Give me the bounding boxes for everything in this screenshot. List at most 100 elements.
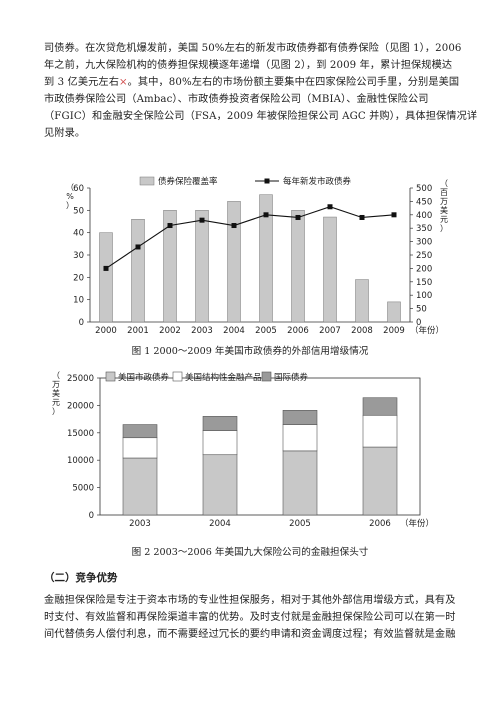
y-axis-label: （ bbox=[52, 371, 60, 380]
right-axis-label: 美 bbox=[440, 205, 448, 215]
x-tick-label: 2001 bbox=[127, 326, 149, 336]
y-tick-label: 5000 bbox=[72, 484, 94, 494]
legend-swatch-coverage bbox=[139, 176, 155, 186]
footnote-mark[interactable]: × bbox=[118, 77, 128, 88]
y-tick-label: 20000 bbox=[67, 401, 94, 411]
left-tick-label: 10 bbox=[73, 296, 84, 306]
right-tick-label: 300 bbox=[416, 238, 432, 248]
x-tick-label: 2007 bbox=[319, 326, 341, 336]
x-tick-label: 2004 bbox=[209, 519, 231, 529]
right-tick-label: 500 bbox=[416, 184, 432, 194]
stacked-bar-segment bbox=[362, 397, 398, 416]
left-axis-label: ） bbox=[66, 201, 74, 210]
x-tick-label: 2002 bbox=[159, 326, 181, 336]
bottom-paragraph-line: 时支付、有效监督和再保险渠道丰富的优势。及时支付就是金融担保保险公司可以在第一时 bbox=[44, 612, 456, 623]
right-axis-label: 百 bbox=[440, 188, 448, 197]
x-tick-label: 2003 bbox=[129, 519, 151, 529]
coverage-bar bbox=[323, 216, 337, 323]
stacked-bar-segment bbox=[122, 437, 158, 459]
legend-swatch bbox=[172, 371, 183, 382]
x-tick-label: 2005 bbox=[289, 519, 311, 529]
new-issuance-point bbox=[167, 223, 173, 229]
y-tick-label: 25000 bbox=[67, 374, 94, 384]
right-axis-label: 万 bbox=[440, 197, 448, 206]
stacked-bar-segment bbox=[282, 410, 318, 425]
stacked-bar-segment bbox=[122, 457, 158, 516]
legend-swatch bbox=[105, 371, 116, 382]
new-issuance-point bbox=[263, 212, 269, 218]
top-paragraph-line: 司债券。在次贷危机爆发前，美国 50%左右的新发市政债券都有债券保险（见图 1）… bbox=[44, 43, 462, 54]
coverage-bar bbox=[195, 210, 209, 323]
right-axis-label: ） bbox=[440, 224, 448, 233]
x-tick-label: 2009 bbox=[383, 326, 405, 336]
left-axis-label: （ bbox=[66, 183, 74, 192]
x-tick-label: 2004 bbox=[223, 326, 245, 336]
section-heading: （二）竞争优势 bbox=[44, 572, 118, 584]
bottom-paragraph-line: 间代替债务人偿付利息，而不需要经过冗长的要约申请和资金调度过程；有效监督就是金融 bbox=[44, 629, 456, 640]
x-tick-label: 2008 bbox=[351, 326, 373, 336]
plot-frame bbox=[99, 377, 421, 516]
right-axis-label: （ bbox=[440, 179, 448, 188]
y-tick-label: 10000 bbox=[67, 456, 94, 466]
left-tick-label: 40 bbox=[73, 229, 84, 239]
coverage-bar bbox=[131, 219, 145, 323]
x-axis-label: （年份） bbox=[410, 325, 444, 336]
stacked-bar-segment bbox=[202, 454, 238, 516]
bottom-paragraph: 金融担保保险是专注于资本市场的专业性担保服务，相对于其他外部信用增级方式，具有及… bbox=[44, 592, 462, 643]
left-tick-label: 30 bbox=[73, 251, 84, 261]
legend-label-coverage: 债券保险覆盖率 bbox=[158, 176, 218, 187]
new-issuance-point bbox=[295, 214, 301, 220]
figure1-caption: 图 1 2000～2009 年美国市政债券的外部信用增级情况 bbox=[131, 346, 369, 357]
x-tick-label: 2005 bbox=[255, 326, 277, 336]
legend-label-issuance: 每年新发市政债券 bbox=[283, 176, 352, 187]
new-issuance-point bbox=[359, 214, 365, 220]
right-tick-label: 400 bbox=[416, 211, 432, 221]
stacked-bar-segment bbox=[282, 424, 318, 452]
right-tick-label: 200 bbox=[416, 264, 432, 274]
stacked-bar-segment bbox=[282, 450, 318, 516]
coverage-bar bbox=[291, 210, 305, 323]
legend-label: 美国结构性金融产品 bbox=[185, 372, 262, 383]
top-paragraph-line: 年之前，九大保险机构的债券担保规模逐年递增（见图 2），到 2009 年，累计担… bbox=[44, 60, 453, 71]
x-tick-label: 2006 bbox=[287, 326, 309, 336]
right-tick-label: 350 bbox=[416, 224, 432, 234]
top-paragraph-line: 见附录。 bbox=[44, 128, 86, 139]
new-issuance-point bbox=[231, 223, 237, 229]
coverage-bar bbox=[163, 210, 177, 323]
right-axis-label: 元 bbox=[440, 215, 448, 224]
left-tick-label: 50 bbox=[73, 206, 84, 216]
right-tick-label: 50 bbox=[416, 305, 427, 315]
new-issuance-point bbox=[103, 265, 109, 271]
legend-swatch bbox=[261, 371, 272, 382]
top-paragraph-text: 。其中，80%左右的市场份额主要集中在四家保险公司手里，分别是美国 bbox=[127, 77, 460, 88]
stacked-bar-segment bbox=[362, 414, 398, 448]
new-issuance-point bbox=[327, 204, 333, 210]
y-axis-label: ） bbox=[52, 407, 60, 416]
stacked-bar-segment bbox=[362, 446, 398, 516]
right-tick-label: 450 bbox=[416, 197, 432, 207]
new-issuance-point bbox=[135, 244, 141, 250]
left-tick-label: 60 bbox=[73, 184, 84, 194]
top-paragraph-text: 到 3 亿美元左右 bbox=[44, 77, 119, 88]
top-paragraph-line: （FGIC）和金融安全保险公司（FSA，2009 年被保险担保公司 AGC 并购… bbox=[44, 111, 478, 122]
left-tick-label: 0 bbox=[79, 318, 84, 328]
legend-label: 美国市政债券 bbox=[118, 372, 170, 383]
figure1-chart: 0 10 20 30 40 50 60 0 50 100 150 200 250 300 350 400 450… bbox=[66, 176, 448, 336]
right-tick-label: 0 bbox=[416, 318, 421, 328]
figure2-chart: 0 5000 10000 15000 20000 25000 （万美元） 2003 2004 20… bbox=[52, 371, 434, 529]
coverage-bar bbox=[387, 301, 401, 323]
x-tick-label: 2000 bbox=[95, 326, 117, 336]
x-axis-label: （年份） bbox=[400, 518, 434, 529]
y-axis-label: 万 bbox=[52, 380, 60, 389]
coverage-bar bbox=[227, 201, 241, 323]
figure2-caption: 图 2 2003～2006 年美国九大保险公司的金融担保头寸 bbox=[131, 547, 369, 558]
y-axis-label: 美 bbox=[52, 388, 60, 398]
stacked-bar-segment bbox=[122, 424, 158, 439]
new-issuance-point bbox=[391, 212, 397, 218]
new-issuance-line bbox=[105, 206, 395, 269]
top-paragraph-line: 市政债券保险公司（Ambac）、市政债券投资者保险公司（MBIA）、金融性保险公… bbox=[44, 94, 429, 105]
left-tick-label: 20 bbox=[73, 273, 84, 283]
bottom-paragraph-line: 金融担保保险是专注于资本市场的专业性担保服务，相对于其他外部信用增级方式，具有及 bbox=[44, 595, 456, 606]
left-axis-label: % bbox=[66, 192, 74, 201]
coverage-bar bbox=[259, 194, 273, 323]
